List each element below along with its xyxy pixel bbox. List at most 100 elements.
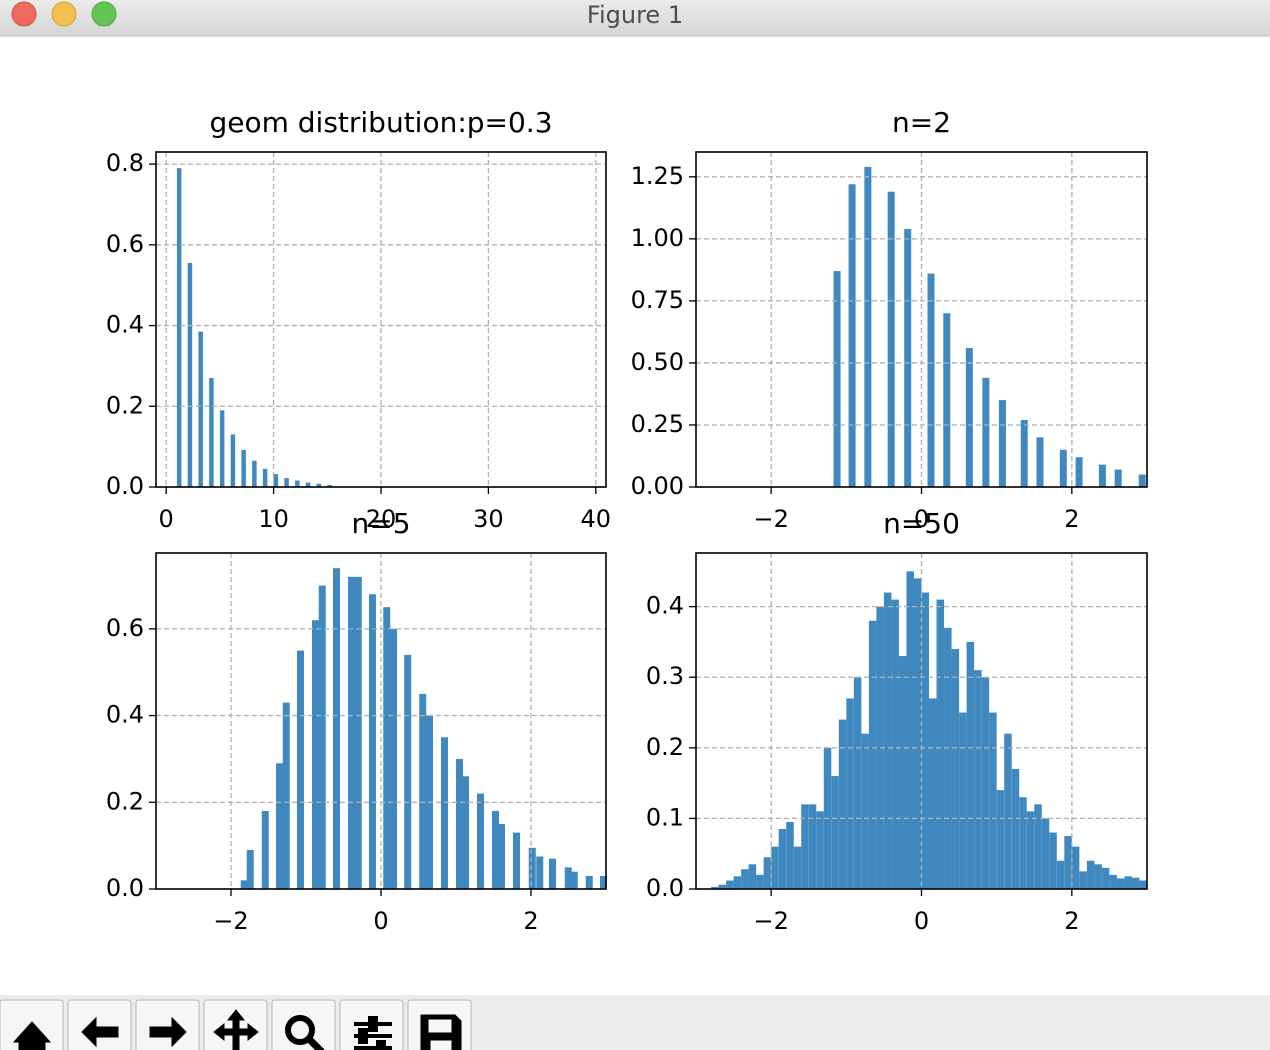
x-tick-label: −2 xyxy=(213,907,248,935)
y-tick-label: 0.2 xyxy=(646,733,684,761)
y-tick-label: 0.4 xyxy=(106,311,144,339)
subplot: n=2 0.00 0.25 0.50 0.75 1.00 1.25 −2 0 2 xyxy=(631,106,1148,533)
histogram-bar xyxy=(748,864,757,889)
bar xyxy=(312,620,319,889)
bar xyxy=(477,793,484,889)
forward-button[interactable] xyxy=(135,999,200,1050)
bar xyxy=(1075,457,1083,487)
bar xyxy=(492,810,499,889)
bar xyxy=(348,576,355,889)
toolbar-buttons xyxy=(0,999,472,1050)
subplot: geom distribution:p=0.3 0.0 0.2 0.4 0.6 0.8 0 1… xyxy=(106,106,611,533)
slider-knob xyxy=(368,1016,378,1032)
histogram-bar xyxy=(951,649,960,889)
bars xyxy=(176,168,332,487)
x-tick-label: 2 xyxy=(1064,907,1079,935)
histogram-bar xyxy=(989,712,997,889)
bar xyxy=(549,858,556,889)
y-tick-label: 0.4 xyxy=(646,592,684,620)
bar xyxy=(848,184,856,487)
chart-title: geom distribution:p=0.3 xyxy=(209,106,552,139)
back-button[interactable] xyxy=(67,999,132,1050)
back-icon xyxy=(81,1016,119,1048)
histogram-bar xyxy=(921,592,930,889)
close-button[interactable] xyxy=(11,1,37,27)
histogram-bar xyxy=(1079,871,1087,889)
histogram-bar xyxy=(868,620,877,889)
y-tick-label: 0.2 xyxy=(106,391,144,419)
save-button[interactable] xyxy=(407,999,472,1050)
histogram-bar xyxy=(771,846,779,889)
minimize-button[interactable] xyxy=(51,1,77,27)
histogram-bar xyxy=(1004,733,1012,889)
histogram-bar xyxy=(1139,880,1147,889)
histogram-bar xyxy=(966,641,975,889)
axes-frame xyxy=(155,552,607,890)
histogram-bar xyxy=(944,627,952,889)
chart-title: n=5 xyxy=(351,507,410,540)
x-tick-label: 20 xyxy=(366,505,397,533)
y-tick-label: 0.8 xyxy=(106,149,144,177)
bar xyxy=(536,856,544,889)
histogram-bar xyxy=(718,884,727,889)
y-tick-label: 0.0 xyxy=(646,874,684,902)
histogram-bar xyxy=(726,880,734,889)
bar xyxy=(585,875,593,889)
bar xyxy=(528,847,536,889)
y-tick-label: 0.50 xyxy=(631,348,684,376)
x-tick-label: −2 xyxy=(753,505,788,533)
x-tick-label: 40 xyxy=(581,505,612,533)
axes-frame xyxy=(695,552,1148,890)
x-tick-label: 30 xyxy=(473,505,504,533)
histogram-bar xyxy=(801,804,809,889)
histogram-bar xyxy=(838,719,847,889)
histogram-bar xyxy=(981,677,990,889)
bars xyxy=(833,166,1146,488)
histogram-bar xyxy=(793,846,802,889)
bar xyxy=(1098,464,1106,487)
bar xyxy=(276,763,283,889)
bar xyxy=(1036,437,1044,487)
bars xyxy=(711,571,1147,889)
x-tick-label: 2 xyxy=(1064,505,1079,533)
x-tick-label: 0 xyxy=(914,505,929,533)
bar xyxy=(998,400,1006,487)
histogram-bar xyxy=(1071,846,1080,889)
figure: geom distribution:p=0.3 0.0 0.2 0.4 0.6 0.8 0 1… xyxy=(106,106,1148,935)
histogram-bar xyxy=(1101,867,1110,889)
bar xyxy=(305,482,311,487)
histogram-bar xyxy=(1041,818,1050,889)
bar xyxy=(261,810,269,889)
y-tick-label: 1.25 xyxy=(631,162,684,190)
histogram-bar xyxy=(1124,876,1132,889)
bar xyxy=(1138,474,1146,487)
chart-title: n=2 xyxy=(892,106,951,139)
histogram-bar xyxy=(929,698,937,889)
bar xyxy=(927,273,935,487)
bar xyxy=(419,693,427,889)
y-tick-label: 0.4 xyxy=(106,701,144,729)
y-tick-label: 0.0 xyxy=(106,472,144,500)
save-icon xyxy=(420,1014,462,1050)
toolbar-icons xyxy=(12,1009,462,1050)
zoom-button[interactable] xyxy=(91,1,117,27)
bar xyxy=(297,650,304,889)
bar xyxy=(570,871,578,889)
bar xyxy=(369,594,376,889)
title-bar xyxy=(0,0,1270,36)
histogram-bar xyxy=(733,876,742,889)
histogram-bar xyxy=(913,578,922,889)
bar xyxy=(982,377,990,487)
bar xyxy=(833,271,841,487)
y-tick-label: 1.00 xyxy=(631,224,684,252)
histogram-bar xyxy=(891,599,899,889)
subplot: n=50 0.0 0.1 0.2 0.3 0.4 −2 0 2 xyxy=(646,507,1148,935)
bar xyxy=(246,849,254,889)
bar xyxy=(965,348,973,487)
bar xyxy=(383,607,391,889)
axes-frame xyxy=(155,151,607,488)
histogram-bar xyxy=(1056,860,1065,889)
forward-icon xyxy=(149,1016,187,1048)
bar xyxy=(600,875,607,889)
